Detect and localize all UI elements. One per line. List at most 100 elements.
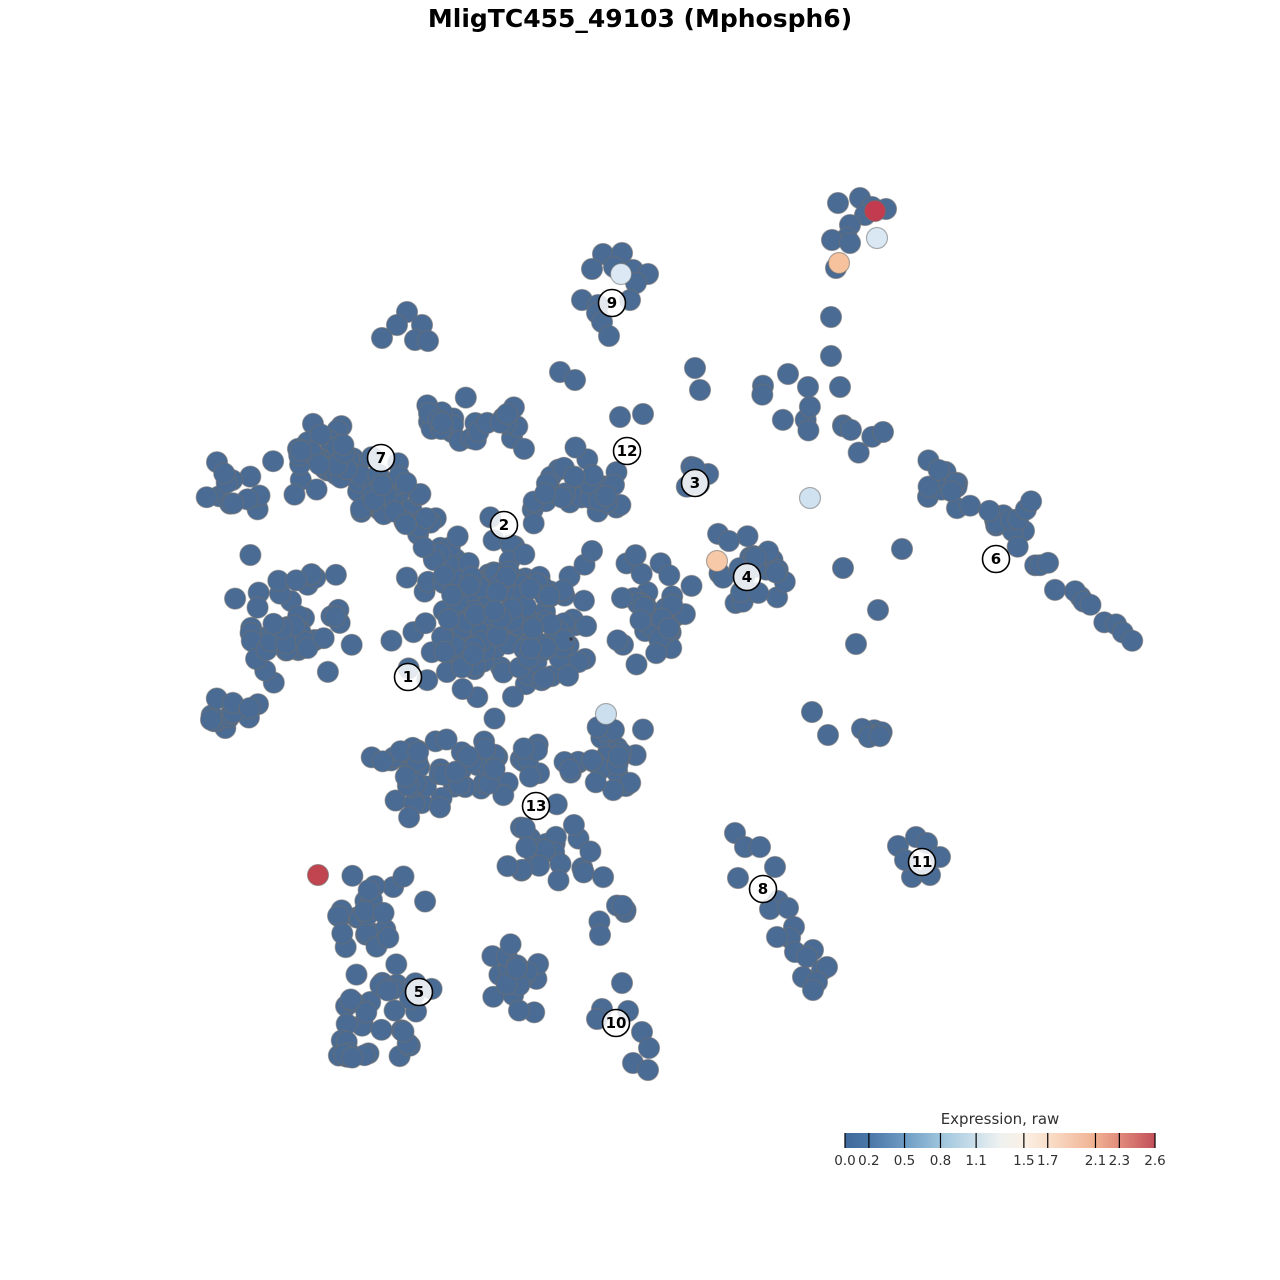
cluster-label-number: 13	[526, 797, 547, 815]
data-point	[645, 641, 668, 665]
data-point	[515, 836, 538, 859]
data-point	[798, 395, 822, 418]
data-point	[771, 408, 795, 431]
data-point	[370, 326, 394, 350]
data-point	[558, 758, 582, 781]
data-point	[340, 633, 363, 656]
cluster-label: 11	[907, 847, 937, 877]
data-point	[238, 696, 261, 720]
data-point	[441, 583, 464, 607]
data-point	[370, 1018, 393, 1041]
data-point	[512, 737, 535, 760]
data-point	[262, 612, 285, 635]
data-point	[547, 869, 570, 892]
data-point	[801, 978, 825, 1002]
cluster-label-number: 5	[414, 983, 424, 1001]
legend-tick-label: 2.1	[1085, 1153, 1106, 1169]
data-point	[796, 375, 820, 399]
data-point	[819, 344, 843, 368]
data-point	[624, 543, 647, 567]
legend-ticks: 0.0 0.2 0.5 0.8 1.1 1.5 1.7 2.1 2.3 2.6	[834, 1133, 1166, 1169]
special-data-point	[798, 486, 822, 510]
special-data-point	[705, 549, 729, 573]
data-point	[414, 890, 437, 913]
data-point	[978, 499, 1001, 522]
data-point	[496, 402, 519, 425]
data-point	[680, 574, 703, 598]
data-point	[395, 566, 418, 589]
data-point	[631, 718, 655, 741]
data-point	[394, 765, 417, 788]
data-point	[456, 744, 479, 768]
data-point	[658, 564, 681, 587]
data-point	[1006, 535, 1029, 558]
data-point	[485, 580, 509, 604]
data-point	[414, 506, 437, 530]
cluster-label-number: 4	[742, 568, 752, 586]
data-point	[437, 607, 460, 631]
data-point	[331, 922, 354, 945]
data-point	[751, 383, 774, 406]
cluster-label: 7	[366, 443, 396, 473]
data-point	[625, 653, 648, 676]
data-point	[688, 378, 712, 402]
data-point	[572, 861, 595, 884]
data-point	[483, 599, 506, 622]
data-point	[239, 543, 262, 567]
data-point	[597, 324, 621, 348]
special-data-point	[306, 863, 330, 887]
data-point	[380, 629, 403, 652]
scatter-points-layer	[195, 186, 1144, 1082]
cluster-label: 12	[612, 436, 642, 466]
legend-tick-label: 1.1	[965, 1153, 986, 1169]
data-point	[285, 569, 308, 592]
data-point	[505, 957, 528, 980]
data-point	[631, 402, 655, 426]
cluster-label-number: 12	[617, 442, 638, 460]
legend-tick-label: 1.5	[1013, 1153, 1034, 1169]
data-point	[607, 745, 630, 768]
data-point	[839, 418, 863, 441]
data-point	[316, 660, 339, 684]
cluster-label: 10	[601, 1008, 631, 1038]
page-title: MligTC455_49103 (Mphosph6)	[427, 4, 853, 33]
data-point	[305, 478, 328, 501]
data-point	[844, 632, 868, 656]
data-point	[483, 757, 506, 781]
data-point	[521, 617, 544, 640]
data-point	[838, 231, 862, 255]
data-point	[483, 707, 506, 730]
data-point	[610, 971, 634, 995]
legend-tick-label: 1.7	[1037, 1153, 1058, 1169]
legend-tick-label: 2.6	[1144, 1153, 1165, 1169]
data-point	[296, 636, 319, 660]
cluster-label-number: 3	[690, 474, 700, 492]
data-point	[372, 901, 395, 925]
data-point	[717, 529, 741, 553]
data-point	[464, 603, 487, 626]
special-data-point	[568, 636, 574, 642]
data-point	[606, 629, 629, 652]
data-point	[563, 465, 586, 488]
data-point	[398, 806, 421, 829]
data-point	[357, 879, 380, 902]
data-point	[726, 866, 750, 890]
data-point	[312, 627, 335, 650]
data-point	[262, 450, 285, 473]
data-point	[637, 1036, 661, 1060]
data-point	[797, 419, 820, 442]
cluster-label: 6	[981, 544, 1011, 574]
cluster-label-circle	[732, 562, 762, 592]
cluster-label-number: 7	[376, 449, 386, 467]
data-point	[353, 899, 376, 923]
data-point	[239, 465, 262, 488]
data-point	[868, 724, 892, 748]
data-point	[345, 963, 368, 986]
data-point	[371, 474, 394, 497]
data-point	[636, 1058, 660, 1082]
data-point	[496, 854, 519, 878]
data-point	[519, 577, 542, 600]
legend-tick-label: 2.3	[1109, 1153, 1130, 1169]
cluster-label-number: 1	[403, 668, 413, 686]
